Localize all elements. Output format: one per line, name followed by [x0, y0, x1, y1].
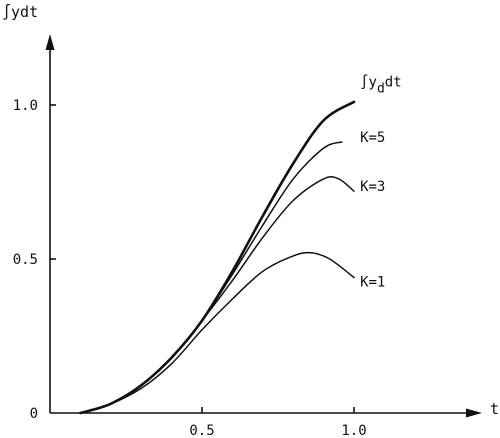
series-label-ideal: ∫yddt [360, 74, 402, 97]
series-line-k3 [79, 176, 355, 414]
x-axis-label: t [490, 400, 499, 418]
series-labels: ∫yddt K=5 K=3 K=1 [360, 74, 402, 291]
y-axis-label: ∫ydt [2, 3, 38, 21]
series-curves [79, 100, 356, 415]
series-label-k5: K=5 [360, 130, 385, 146]
series-label-k1: K=1 [360, 275, 385, 291]
series-line-ideal [79, 100, 356, 415]
y-tick-label: 0.5 [13, 252, 38, 268]
x-tick-label: 0.5 [189, 423, 214, 438]
y-axis-arrow [45, 34, 55, 50]
series-label-k3: K=3 [360, 179, 385, 195]
x-tick-label: 1.0 [341, 423, 366, 438]
x-axis-arrow [466, 408, 482, 418]
y-tick-label: 1.0 [13, 98, 38, 114]
ticks: 0.5 1.0 0 0.5 1.0 [13, 98, 367, 438]
series-line-k5 [79, 141, 343, 414]
series-line-k1 [79, 251, 355, 414]
y-tick-label: 0 [30, 406, 38, 422]
